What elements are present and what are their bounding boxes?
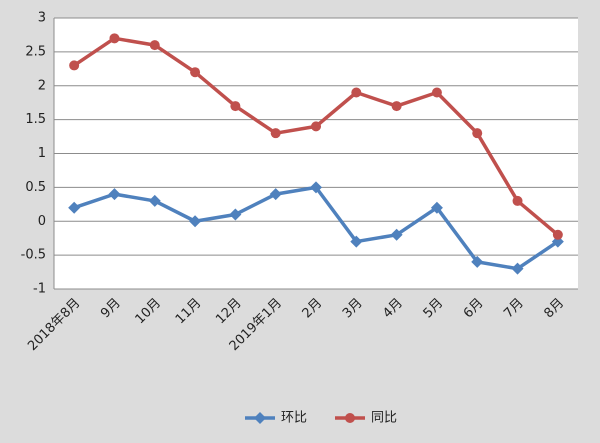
y-tick-label: 3 bbox=[38, 11, 46, 26]
y-tick-label: -0.5 bbox=[21, 248, 46, 263]
point bbox=[511, 262, 524, 275]
point bbox=[108, 188, 121, 201]
point bbox=[68, 201, 81, 214]
legend-marker bbox=[254, 412, 266, 424]
point bbox=[390, 228, 403, 241]
point bbox=[270, 128, 281, 139]
point bbox=[311, 121, 321, 132]
y-tick-label: 1.5 bbox=[25, 112, 46, 127]
point bbox=[229, 208, 242, 221]
point bbox=[431, 87, 442, 98]
legend-label: 环比 bbox=[281, 411, 307, 426]
point bbox=[69, 60, 80, 71]
point bbox=[189, 215, 202, 228]
point bbox=[310, 181, 322, 194]
point bbox=[552, 229, 563, 240]
y-tick-label: 1 bbox=[38, 146, 46, 161]
point bbox=[149, 40, 160, 51]
point bbox=[269, 188, 282, 201]
point bbox=[109, 33, 120, 44]
point bbox=[351, 87, 362, 98]
legend-marker bbox=[345, 413, 355, 423]
point bbox=[471, 255, 484, 268]
y-tick-label: 0.5 bbox=[25, 180, 46, 195]
y-tick-label: 2 bbox=[38, 78, 46, 93]
point bbox=[391, 101, 402, 112]
point bbox=[230, 101, 241, 112]
y-tick-label: -1 bbox=[33, 282, 46, 297]
point bbox=[190, 67, 201, 78]
point bbox=[350, 235, 363, 248]
y-tick-label: 2.5 bbox=[25, 44, 46, 59]
legend-label: 同比 bbox=[371, 411, 397, 426]
point bbox=[148, 194, 161, 207]
point bbox=[512, 195, 523, 206]
point bbox=[472, 128, 483, 139]
y-tick-label: 0 bbox=[38, 214, 46, 229]
point bbox=[430, 201, 443, 214]
